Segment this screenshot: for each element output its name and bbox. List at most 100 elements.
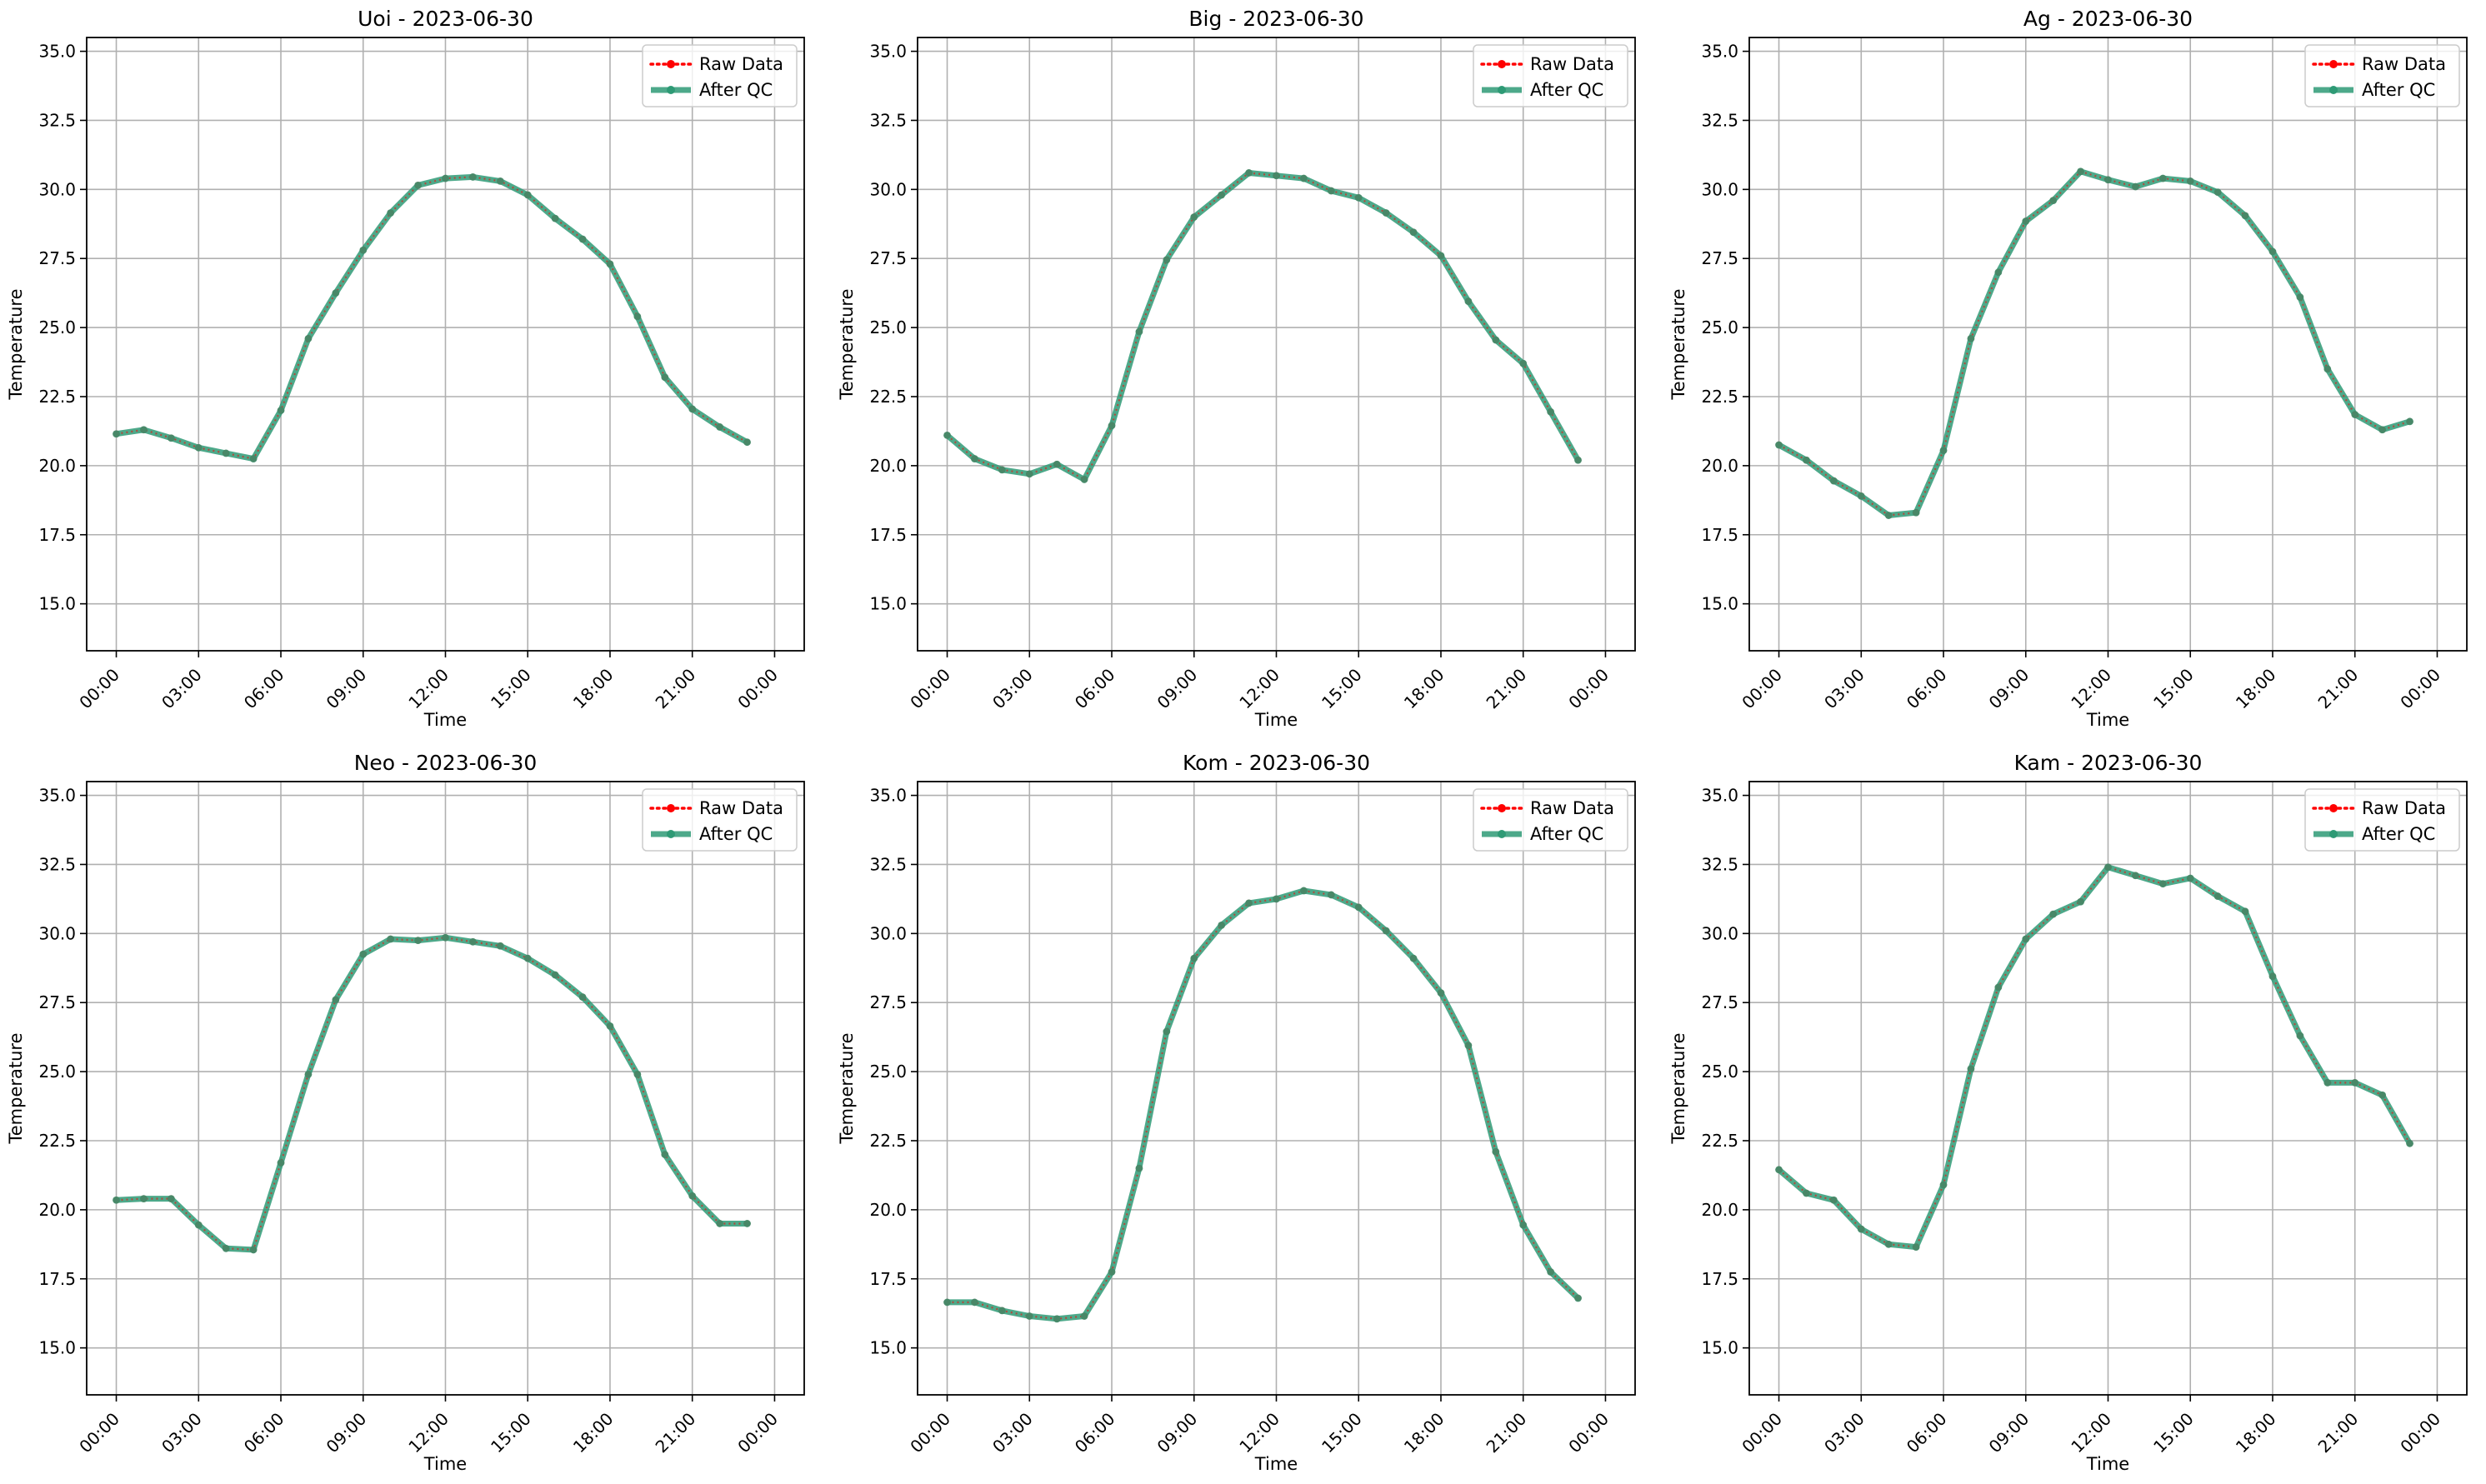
after-qc-point — [1775, 441, 1783, 449]
after-qc-point — [523, 954, 532, 962]
raw-data-line — [1778, 866, 2411, 1248]
x-tick-label: 09:00 — [1985, 665, 2033, 713]
x-tick-label: 15:00 — [2149, 665, 2198, 713]
y-tick-label: 25.0 — [1701, 1062, 1738, 1082]
legend-qc-label: After QC — [2362, 80, 2435, 100]
after-qc-point — [1492, 1147, 1500, 1156]
after-qc-point — [998, 466, 1006, 474]
after-qc-point — [387, 935, 395, 943]
x-tick-label: 12:00 — [1235, 665, 1283, 713]
after-qc-point — [1912, 1243, 1920, 1252]
after-qc-point — [2104, 176, 2112, 184]
legend-raw-label: Raw Data — [699, 54, 783, 74]
legend-qc-marker — [1498, 86, 1506, 94]
after-qc-point — [2268, 972, 2277, 981]
x-tick-label: 06:00 — [1903, 1409, 1951, 1457]
after-qc-point — [1437, 252, 1445, 260]
after-qc-point — [1829, 1196, 1838, 1204]
after-qc-point — [1829, 477, 1838, 485]
after-qc-point — [2022, 217, 2030, 225]
x-tick-label: 03:00 — [158, 1409, 206, 1457]
x-tick-label: 00:00 — [733, 1409, 782, 1457]
after-qc-point — [1218, 191, 1226, 199]
y-tick-label: 32.5 — [869, 110, 907, 130]
subplot-2: Ag - 2023-06-30 00:00 03:00 06:00 09:00 12:00… — [1668, 7, 2468, 730]
after-qc-point — [943, 432, 951, 439]
after-qc-point — [1775, 1166, 1783, 1174]
legend-qc-label: After QC — [1530, 824, 1603, 844]
subplot-0: Uoi - 2023-06-30 00:00 03:00 06:00 09:00 12:0… — [6, 7, 805, 730]
after-qc-point — [1492, 336, 1500, 344]
after-qc-point — [414, 937, 422, 945]
after-qc-point — [1519, 359, 1528, 367]
y-tick-label: 35.0 — [869, 42, 907, 62]
after-qc-point — [1382, 209, 1390, 217]
after-qc-point — [2241, 907, 2249, 916]
after-qc-point — [277, 1159, 285, 1167]
legend-raw-label: Raw Data — [1530, 54, 1614, 74]
raw-data-line — [116, 937, 748, 1252]
raw-data-line — [116, 176, 748, 460]
y-tick-label: 27.5 — [1701, 992, 1738, 1012]
x-tick-label: 18:00 — [569, 665, 618, 713]
after-qc-point — [2323, 1078, 2332, 1087]
after-qc-point — [2158, 174, 2167, 182]
after-qc-point — [2158, 880, 2167, 888]
x-tick-label: 00:00 — [733, 665, 782, 713]
after-qc-point — [167, 434, 175, 442]
after-qc-line — [1776, 864, 2413, 1251]
after-qc-point — [2132, 182, 2139, 191]
x-tick-label: 00:00 — [1564, 1409, 1613, 1457]
x-tick-label: 12:00 — [1235, 1409, 1283, 1457]
after-qc-point — [414, 181, 422, 189]
after-qc-point — [1409, 954, 1418, 962]
y-tick-label: 25.0 — [1701, 317, 1738, 337]
y-tick-label: 15.0 — [1701, 1338, 1738, 1358]
after-qc-point — [1967, 1065, 1975, 1073]
x-axis-label: Time — [423, 1454, 467, 1474]
y-tick-label: 35.0 — [1701, 42, 1738, 62]
y-tick-label: 35.0 — [1701, 786, 1738, 806]
after-qc-point — [304, 334, 313, 342]
x-tick-label: 09:00 — [323, 665, 371, 713]
after-qc-point — [1190, 954, 1198, 962]
y-tick-label: 27.5 — [38, 992, 76, 1012]
legend-raw-marker — [667, 804, 675, 812]
y-tick-label: 30.0 — [1701, 179, 1738, 199]
y-tick-label: 17.5 — [1701, 525, 1738, 545]
after-qc-line — [944, 170, 1581, 482]
x-tick-label: 03:00 — [158, 665, 206, 713]
after-qc-point — [1218, 921, 1226, 929]
y-tick-label: 27.5 — [869, 248, 907, 268]
after-qc-point — [469, 173, 477, 181]
after-qc-point — [2077, 167, 2084, 176]
after-qc-point — [2268, 247, 2277, 256]
x-tick-label: 00:00 — [906, 665, 954, 713]
after-qc-point — [1163, 1027, 1171, 1036]
after-qc-point — [743, 438, 751, 447]
legend: Raw Data After QC — [642, 44, 798, 107]
after-qc-point — [551, 214, 559, 222]
after-qc-point — [578, 993, 587, 1001]
y-tick-label: 30.0 — [869, 179, 907, 199]
after-qc-point — [1327, 891, 1335, 899]
legend-qc-label: After QC — [1530, 80, 1603, 100]
after-qc-point — [140, 1195, 148, 1203]
legend: Raw Data After QC — [1473, 44, 1628, 107]
after-qc-point — [2351, 411, 2359, 418]
after-qc-point — [606, 1022, 614, 1030]
x-tick-label: 06:00 — [1071, 1409, 1119, 1457]
after-qc-point — [2104, 863, 2112, 872]
y-tick-label: 17.5 — [38, 525, 76, 545]
x-tick-label: 06:00 — [240, 665, 288, 713]
after-qc-point — [2186, 874, 2194, 882]
after-qc-point — [1190, 213, 1198, 221]
x-tick-label: 21:00 — [652, 665, 700, 713]
after-qc-point — [1135, 1164, 1143, 1172]
y-tick-label: 20.0 — [1701, 1200, 1738, 1220]
x-tick-label: 03:00 — [988, 1409, 1037, 1457]
after-qc-point — [998, 1307, 1006, 1315]
after-qc-point — [2049, 197, 2058, 205]
x-tick-label: 12:00 — [404, 1409, 453, 1457]
after-qc-point — [1354, 903, 1363, 912]
